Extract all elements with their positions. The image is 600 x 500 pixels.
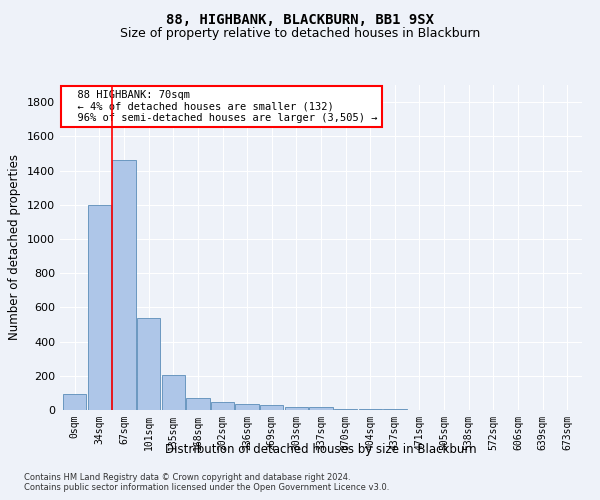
Text: 88, HIGHBANK, BLACKBURN, BB1 9SX: 88, HIGHBANK, BLACKBURN, BB1 9SX bbox=[166, 12, 434, 26]
Y-axis label: Number of detached properties: Number of detached properties bbox=[8, 154, 22, 340]
Bar bbox=[235, 404, 259, 410]
Bar bbox=[310, 408, 332, 410]
Text: Contains HM Land Registry data © Crown copyright and database right 2024.: Contains HM Land Registry data © Crown c… bbox=[24, 472, 350, 482]
Bar bbox=[260, 405, 283, 410]
Text: Distribution of detached houses by size in Blackburn: Distribution of detached houses by size … bbox=[165, 442, 477, 456]
Text: Size of property relative to detached houses in Blackburn: Size of property relative to detached ho… bbox=[120, 28, 480, 40]
Bar bbox=[137, 318, 160, 410]
Text: 88 HIGHBANK: 70sqm
  ← 4% of detached houses are smaller (132)
  96% of semi-det: 88 HIGHBANK: 70sqm ← 4% of detached hous… bbox=[65, 90, 378, 123]
Bar bbox=[112, 160, 136, 410]
Bar bbox=[186, 398, 209, 410]
Bar bbox=[88, 204, 111, 410]
Bar bbox=[284, 407, 308, 410]
Bar bbox=[359, 409, 382, 410]
Bar bbox=[211, 402, 234, 410]
Bar bbox=[63, 394, 86, 410]
Bar bbox=[161, 375, 185, 410]
Text: Contains public sector information licensed under the Open Government Licence v3: Contains public sector information licen… bbox=[24, 482, 389, 492]
Bar bbox=[334, 408, 358, 410]
